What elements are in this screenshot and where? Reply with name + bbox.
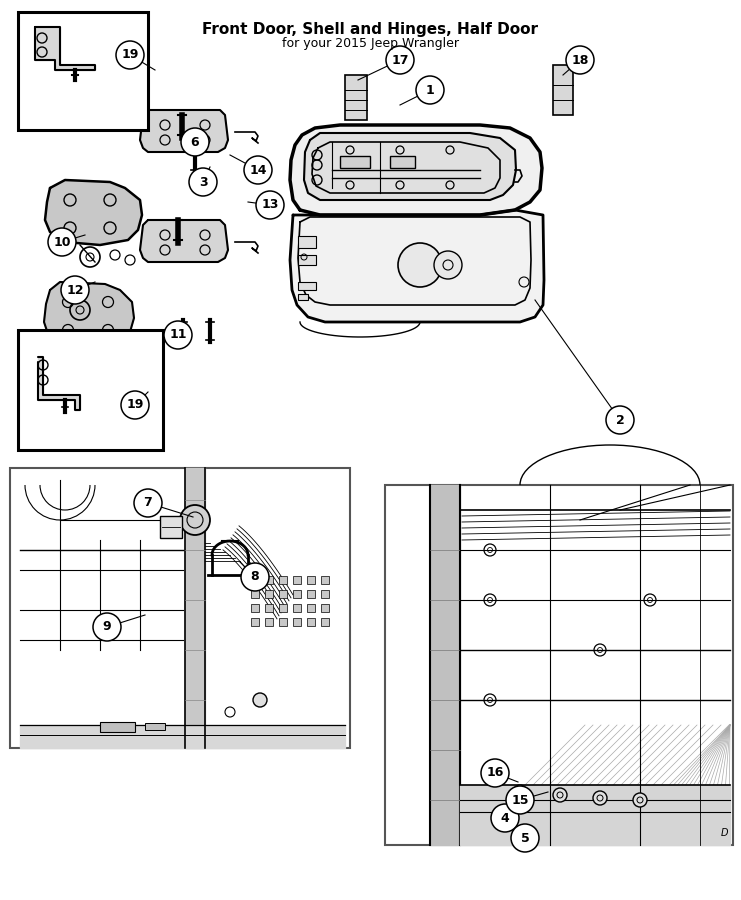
Polygon shape <box>45 180 142 245</box>
Bar <box>390 156 415 168</box>
Bar <box>385 485 733 845</box>
Bar <box>298 294 308 300</box>
Polygon shape <box>140 220 228 262</box>
Text: 16: 16 <box>486 767 504 779</box>
Circle shape <box>48 228 76 256</box>
Text: D: D <box>720 828 728 838</box>
Circle shape <box>398 243 442 287</box>
Text: 18: 18 <box>571 53 588 67</box>
Text: 2: 2 <box>616 413 625 427</box>
Text: 12: 12 <box>66 284 84 296</box>
Polygon shape <box>35 27 95 70</box>
Circle shape <box>553 788 567 802</box>
Circle shape <box>386 46 414 74</box>
Circle shape <box>256 191 284 219</box>
Polygon shape <box>304 133 516 200</box>
Circle shape <box>134 489 162 517</box>
Text: 17: 17 <box>391 53 409 67</box>
Polygon shape <box>290 125 542 215</box>
Circle shape <box>253 693 267 707</box>
Circle shape <box>164 321 192 349</box>
Circle shape <box>606 406 634 434</box>
Bar <box>345 75 367 120</box>
Circle shape <box>116 41 144 69</box>
Polygon shape <box>20 725 345 748</box>
Polygon shape <box>185 468 205 748</box>
Bar <box>18 12 148 130</box>
Text: 11: 11 <box>169 328 187 341</box>
Circle shape <box>181 128 209 156</box>
Circle shape <box>593 791 607 805</box>
Text: 8: 8 <box>250 571 259 583</box>
Bar <box>10 468 350 748</box>
Circle shape <box>513 785 527 799</box>
Text: 9: 9 <box>103 620 111 634</box>
Text: for your 2015 Jeep Wrangler: for your 2015 Jeep Wrangler <box>282 37 459 50</box>
Polygon shape <box>460 785 730 845</box>
Circle shape <box>93 613 121 641</box>
Circle shape <box>566 46 594 74</box>
Text: 1: 1 <box>425 84 434 96</box>
Circle shape <box>481 759 509 787</box>
Text: 19: 19 <box>126 399 144 411</box>
Bar <box>298 236 316 248</box>
Polygon shape <box>140 110 228 152</box>
Circle shape <box>244 156 272 184</box>
Bar <box>145 723 165 730</box>
Polygon shape <box>430 485 460 845</box>
Text: Front Door, Shell and Hinges, Half Door: Front Door, Shell and Hinges, Half Door <box>202 22 538 37</box>
Circle shape <box>434 251 462 279</box>
Text: 13: 13 <box>262 199 279 212</box>
Circle shape <box>189 168 217 196</box>
Circle shape <box>506 786 534 814</box>
Circle shape <box>416 76 444 104</box>
Circle shape <box>61 276 89 304</box>
Bar <box>553 65 573 115</box>
Bar <box>18 330 163 450</box>
Bar <box>100 722 135 732</box>
Polygon shape <box>290 210 544 322</box>
Text: 15: 15 <box>511 794 529 806</box>
Text: 7: 7 <box>144 497 153 509</box>
Text: 4: 4 <box>501 812 509 824</box>
Text: 14: 14 <box>249 164 267 176</box>
Circle shape <box>241 563 269 591</box>
Bar <box>298 282 316 290</box>
Text: 3: 3 <box>199 176 207 188</box>
Text: 6: 6 <box>190 136 199 149</box>
Polygon shape <box>38 357 80 410</box>
Circle shape <box>121 391 149 419</box>
Text: 5: 5 <box>521 832 529 844</box>
Circle shape <box>180 505 210 535</box>
Text: 10: 10 <box>53 236 70 248</box>
Bar <box>340 156 370 168</box>
Polygon shape <box>44 282 134 347</box>
Circle shape <box>511 824 539 852</box>
Circle shape <box>491 804 519 832</box>
Text: 19: 19 <box>122 49 139 61</box>
Bar <box>298 255 316 265</box>
Bar <box>160 516 182 538</box>
Circle shape <box>633 793 647 807</box>
